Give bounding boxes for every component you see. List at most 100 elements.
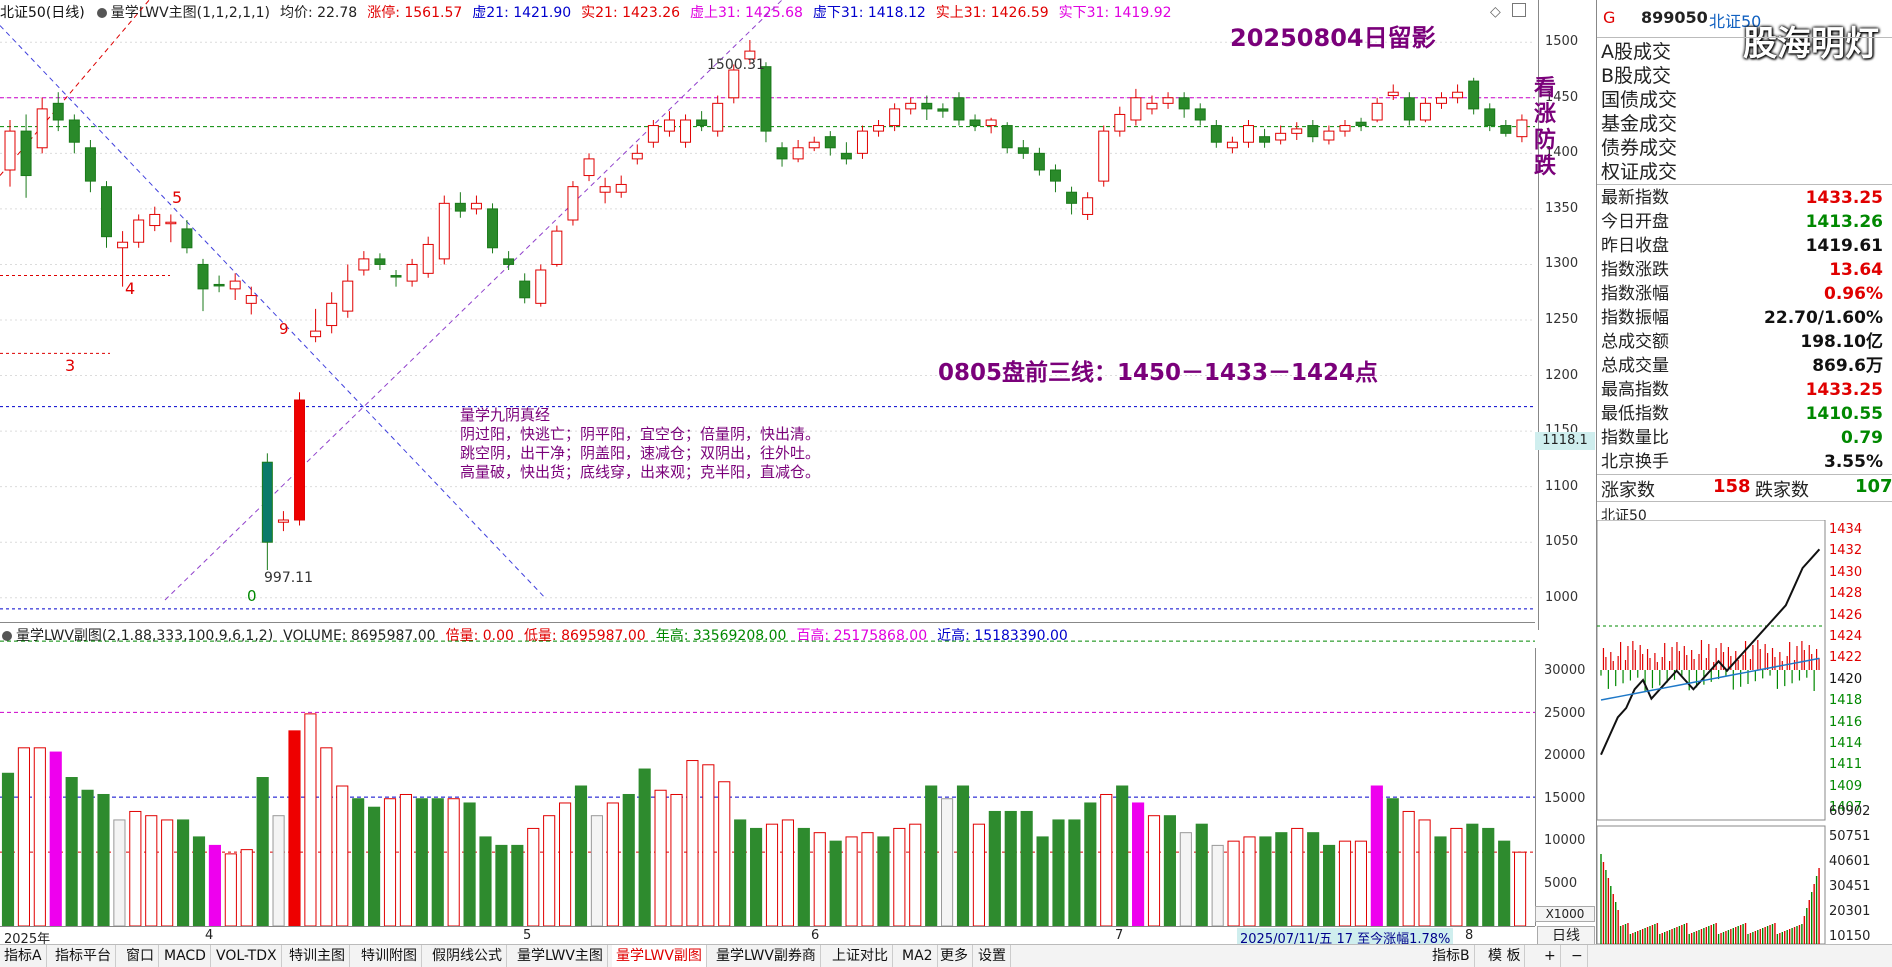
settings-dot-icon[interactable]: [2, 631, 12, 641]
tab-texun-futu[interactable]: 特训附图: [357, 945, 422, 967]
candle-body: [937, 108, 949, 112]
mini-vol-tick: 30451: [1829, 879, 1871, 894]
volume-bar: [893, 827, 906, 926]
tab-macd[interactable]: MACD: [160, 945, 211, 967]
y-tick-label: 1200: [1545, 367, 1579, 383]
candle-body: [712, 102, 724, 132]
shixia31-value: 实下31: 1419.92: [1058, 5, 1172, 21]
plus-button[interactable]: +: [1540, 945, 1561, 967]
volume-bar: [1323, 844, 1336, 926]
mini-vol-frame: [1597, 825, 1826, 944]
vol-indicator-name[interactable]: 量学LWV副图(2,1.88,333,100,9,6,1,2): [16, 628, 274, 644]
y-tick-label: 1450: [1545, 89, 1579, 105]
candle-body: [535, 269, 547, 304]
volume-bar: [288, 730, 301, 926]
tab-window[interactable]: 窗口: [122, 945, 159, 967]
volume-bar: [1482, 827, 1495, 926]
panel-divider: [1597, 184, 1892, 185]
volume-bar: [1163, 815, 1176, 926]
tab-settings[interactable]: 设置: [974, 945, 1011, 967]
chart-title[interactable]: 北证50(日线): [0, 5, 85, 21]
stat-row: 最新指数 1433.25: [1597, 186, 1887, 210]
tab-texun-zhutu[interactable]: 特训主图: [285, 945, 350, 967]
tab-more[interactable]: 更多: [936, 945, 973, 967]
tab-lwv-fuquanshang[interactable]: 量学LWV副券商: [712, 945, 821, 967]
stat-label: 最新指数: [1601, 188, 1669, 208]
wave-label: 9: [279, 320, 289, 338]
period-button[interactable]: 日线: [1537, 926, 1595, 946]
main-chart-header: 北证50(日线) 量学LWV主图(1,1,2,1,1) 均价: 22.78 涨停: 1…: [0, 0, 1182, 26]
minus-button[interactable]: −: [1567, 945, 1588, 967]
stat-label: 最高指数: [1601, 380, 1669, 400]
y-tick-label: 1100: [1545, 478, 1579, 494]
vol-tick-label: 5000: [1544, 875, 1578, 891]
volume-bar: [574, 785, 588, 926]
tab-lwv-futu[interactable]: 量学LWV副图: [612, 945, 707, 967]
candle-body: [1194, 108, 1206, 121]
mini-price-tick: 1407: [1829, 800, 1863, 816]
volume-bar: [1307, 832, 1320, 926]
candle-body: [390, 275, 402, 278]
y-tick-label: 1050: [1545, 534, 1579, 550]
current-price-tag: 1118.1: [1535, 432, 1595, 450]
main-indicator-name[interactable]: 量学LWV主图(1,1,2,1,1): [110, 5, 270, 21]
menu-item[interactable]: 权证成交: [1601, 161, 1678, 183]
trend-line: [164, 0, 783, 601]
candle-body: [985, 119, 997, 127]
candle-body: [487, 208, 499, 249]
tab-template[interactable]: 模 板: [1484, 945, 1526, 967]
volume-bar: [1052, 819, 1065, 926]
poem-line: 高量破，快出货；底线穿，出来观；克半阳，直减仓。: [460, 463, 821, 481]
tab-vol-tdx[interactable]: VOL-TDX: [212, 945, 282, 967]
stat-label: 最低指数: [1601, 404, 1669, 424]
candle-body: [824, 136, 836, 149]
volume-chart[interactable]: [0, 630, 1535, 926]
volume-bar: [702, 764, 715, 926]
tab-zhibiao-a[interactable]: 指标A: [0, 945, 47, 967]
volume-bar: [781, 819, 794, 926]
tab-ma2[interactable]: MA2: [898, 945, 938, 967]
tab-zhibiao-pingtai[interactable]: 指标平台: [51, 945, 116, 967]
tab-lwv-zhutu[interactable]: 量学LWV主图: [513, 945, 608, 967]
volume-bar: [654, 789, 667, 926]
diamond-icon[interactable]: ◇: [1490, 4, 1501, 20]
volume-bar: [1020, 810, 1033, 926]
candle-body: [1210, 125, 1222, 143]
tab-jiayinxian[interactable]: 假阴线公式: [428, 945, 507, 967]
stat-value: 1433.25: [1805, 188, 1883, 208]
stat-value: 1410.55: [1805, 404, 1883, 424]
candle-body: [1226, 141, 1238, 149]
candle-body: [696, 119, 708, 127]
menu-item[interactable]: 债券成交: [1601, 137, 1678, 159]
g-label[interactable]: G: [1603, 8, 1616, 27]
candle-body: [1114, 113, 1126, 132]
intraday-mini-chart[interactable]: [1597, 520, 1892, 944]
stat-row: 最高指数 1433.25: [1597, 378, 1887, 402]
candle-body: [615, 183, 627, 193]
trade-menu: A股成交 B股成交 国债成交 基金成交 债券成交 权证成交: [1601, 40, 1677, 184]
panel-divider: [1597, 501, 1892, 502]
stat-value: 869.6万: [1812, 356, 1883, 376]
window-toggle-icon[interactable]: [1512, 3, 1526, 17]
date-axis: 2025年 4 5 6 7 8 2025/07/11/五 17 至今涨幅1.78…: [0, 926, 1535, 947]
stat-label: 总成交额: [1601, 332, 1669, 352]
volume-bar: [65, 777, 78, 926]
volume-bar: [845, 836, 858, 926]
vol-tick-label: 20000: [1544, 748, 1586, 764]
volume-bar: [145, 815, 158, 926]
volume-bar: [368, 806, 381, 926]
volume-bar: [1116, 785, 1129, 926]
tab-zhibiao-b[interactable]: 指标B: [1428, 945, 1475, 967]
volume-bar: [431, 798, 444, 926]
settings-dot-icon[interactable]: [96, 8, 107, 18]
menu-item[interactable]: 国债成交: [1601, 89, 1678, 111]
menu-item[interactable]: A股成交: [1601, 41, 1671, 63]
menu-item[interactable]: 基金成交: [1601, 113, 1678, 135]
candle-body: [969, 119, 981, 127]
candle-body: [1242, 125, 1254, 143]
candlestick-chart[interactable]: [0, 0, 1535, 630]
tab-shangzheng-duibi[interactable]: 上证对比: [828, 945, 893, 967]
menu-item[interactable]: B股成交: [1601, 65, 1672, 87]
volume-bar: [383, 798, 397, 926]
volume-bar: [1402, 810, 1415, 926]
